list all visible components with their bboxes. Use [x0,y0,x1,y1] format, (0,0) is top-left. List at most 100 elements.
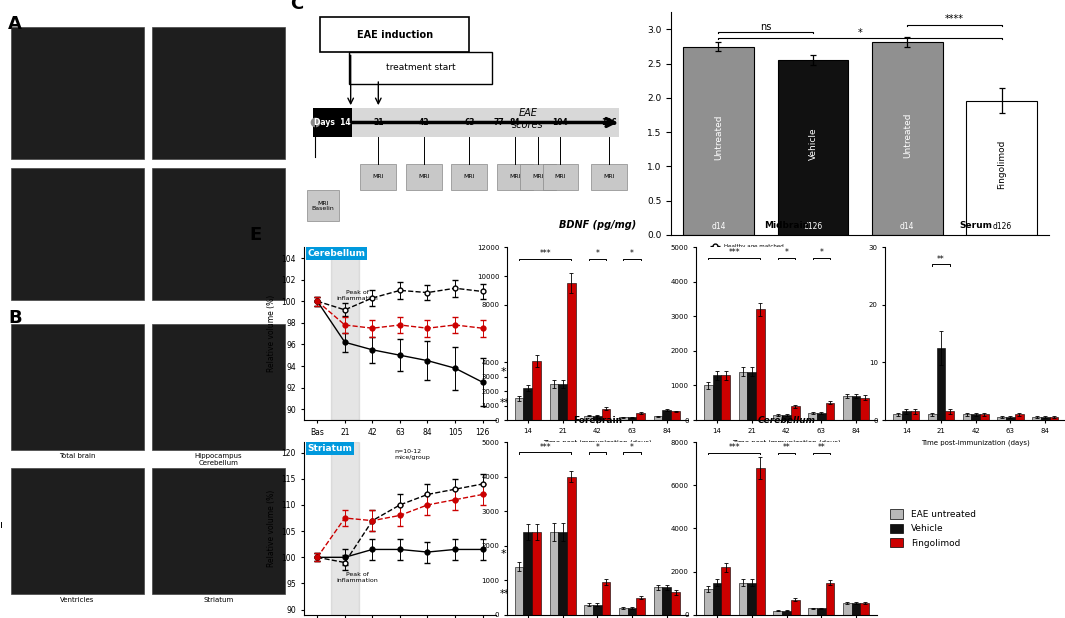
Bar [567,476,575,615]
Title: Midbrain: Midbrain [764,221,809,230]
Text: Untreated: Untreated [903,112,912,158]
Text: Peak of
inflammation: Peak of inflammation [337,572,378,583]
Text: d126: d126 [993,222,1012,231]
Bar [782,611,791,615]
Bar [585,416,593,420]
Bar [520,164,556,190]
Bar [524,388,532,420]
Bar [662,410,671,420]
Bar [721,375,731,420]
Bar [637,413,645,420]
Title: Cerebellum: Cerebellum [757,416,816,425]
Bar [671,593,679,615]
X-axis label: Time post-immunization (days): Time post-immunization (days) [921,439,1030,446]
Bar [550,384,558,420]
Text: Striatum: Striatum [203,597,233,603]
Bar [1006,417,1015,420]
Bar [567,283,575,420]
Bar [971,414,980,420]
Bar [843,396,852,420]
Text: ns: ns [760,22,771,32]
Text: Days  14: Days 14 [314,118,351,127]
Bar [1032,417,1041,420]
Bar [1041,417,1050,420]
Text: MRI: MRI [419,174,429,179]
Bar [313,108,353,137]
Text: 126: 126 [602,118,617,127]
Title: BDNF (pg/mg): BDNF (pg/mg) [559,220,636,230]
Legend: Healthy age matched, Vehicle, Fingolimod 1 mg/kg/day po: Healthy age matched, Vehicle, Fingolimod… [708,242,802,266]
Text: *: * [785,248,788,257]
Bar [928,414,936,420]
Bar [756,310,765,420]
Bar [602,582,610,615]
Bar [773,415,782,420]
Text: Cerebellum: Cerebellum [308,249,365,258]
Text: 21: 21 [373,118,383,127]
Bar [791,600,800,615]
Bar [320,17,470,53]
Bar [852,396,861,420]
Bar [152,468,284,594]
Bar [825,583,834,615]
Legend: EAE untreated, Vehicle, Fingolimod: EAE untreated, Vehicle, Fingolimod [890,509,976,548]
Bar [791,406,800,420]
Bar [593,416,602,420]
Text: d14: d14 [900,222,915,231]
Bar [843,603,852,615]
Text: Untreated: Untreated [714,114,723,160]
Text: **: ** [818,443,825,452]
Bar [721,567,731,615]
Bar [748,583,756,615]
Bar [654,417,662,420]
Bar [817,413,825,420]
Bar [452,164,487,190]
Text: *: * [857,28,863,38]
Text: 77: 77 [493,118,504,127]
Text: treatment start: treatment start [386,64,456,72]
Text: n=10-12
mice/group: n=10-12 mice/group [394,449,430,460]
Text: Ventricles: Ventricles [60,597,95,603]
Bar [497,164,532,190]
Text: 63: 63 [464,118,475,127]
Title: Forebrain: Forebrain [573,416,622,425]
Bar [902,412,911,420]
Text: EAE induction: EAE induction [357,30,432,40]
Bar [817,609,825,615]
Bar [980,414,988,420]
Bar [683,46,754,235]
Text: *: * [819,248,823,257]
Bar [936,348,946,420]
Text: MRI: MRI [373,174,384,179]
Bar [307,190,340,221]
Bar [712,375,721,420]
Bar [748,371,756,420]
Bar [524,532,532,615]
Bar [627,608,637,615]
Y-axis label: Relative volume (%): Relative volume (%) [267,490,276,567]
Text: **: ** [937,255,945,264]
Text: **: ** [783,443,790,452]
Bar [11,27,144,159]
Title: Serum: Serum [960,221,993,230]
Text: ****: **** [945,14,964,24]
Bar [11,168,144,300]
Text: *: * [630,443,634,452]
Bar [704,386,712,420]
Text: Peak of
inflammation: Peak of inflammation [337,290,378,301]
X-axis label: Time post-immunization (days): Time post-immunization (days) [543,439,652,446]
Bar [1015,414,1023,420]
Bar [894,414,902,420]
Bar [152,324,284,450]
X-axis label: Time post-immunization (days): Time post-immunization (days) [732,439,841,446]
Text: Vehicle: Vehicle [808,128,818,161]
Bar [671,412,679,420]
Text: A: A [9,15,22,33]
Bar [808,609,817,615]
Bar [966,101,1037,235]
Bar [602,408,610,420]
Bar [550,532,558,615]
Bar [331,247,359,420]
Bar [11,324,144,450]
Bar [406,164,442,190]
